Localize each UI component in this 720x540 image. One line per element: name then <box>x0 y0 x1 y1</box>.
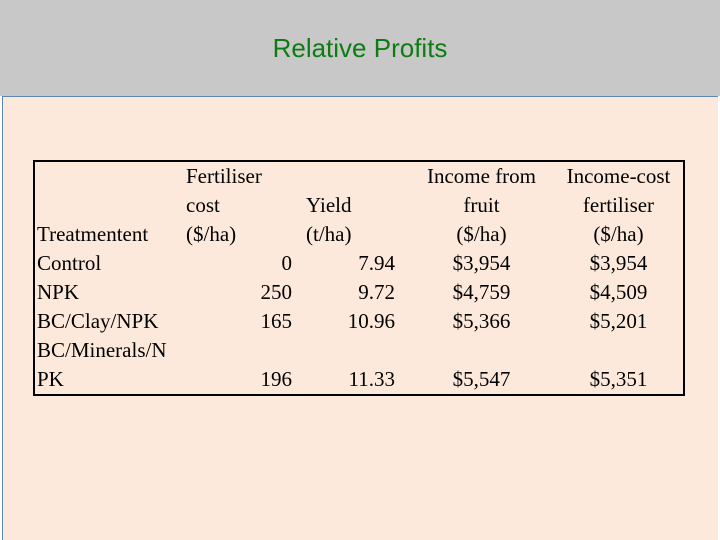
income-cost-cell: $5,351 <box>589 367 648 391</box>
income-cost-cell: $4,509 <box>589 280 648 304</box>
table-header-row-1: Fertiliser Income from Income-cost <box>34 161 684 191</box>
header-income-fruit-line-3: ($/ha) <box>456 222 507 246</box>
income-fruit-cell: $5,366 <box>452 309 511 333</box>
income-cost-cell: $5,201 <box>589 309 648 333</box>
header-income-fruit-line-1: Income from <box>426 164 537 188</box>
income-fruit-cell: $3,954 <box>452 251 511 275</box>
slide-title: Relative Profits <box>272 33 448 63</box>
yield-cell <box>304 336 409 365</box>
table-header-row-2: cost Yield fruit fertiliser <box>34 191 684 220</box>
header-income-cost-line-3: ($/ha) <box>593 222 644 246</box>
fertiliser-cost-cell: 196 <box>260 367 293 391</box>
table-row: BC/Clay/NPK 165 10.96 $5,366 $5,201 <box>34 307 684 336</box>
fertiliser-cost-cell: 250 <box>260 280 293 304</box>
header-treatment-line-1 <box>34 161 184 191</box>
header-yield-line-2: Yield <box>306 193 352 217</box>
income-fruit-cell: $4,759 <box>452 280 511 304</box>
yield-cell: 11.33 <box>348 367 395 391</box>
treatment-cell: BC/Clay/NPK <box>37 309 159 333</box>
header-income-fruit-line-2: fruit <box>463 193 500 217</box>
yield-cell: 10.96 <box>347 309 395 333</box>
table-row: Control 0 7.94 $3,954 $3,954 <box>34 249 684 278</box>
treatment-cell: PK <box>37 367 64 391</box>
yield-cell: 7.94 <box>358 251 395 275</box>
header-income-cost-line-2: fertiliser <box>582 193 655 217</box>
header-treatment-line-3: Treatmentent <box>37 222 149 246</box>
header-fertiliser-cost-line-3: ($/ha) <box>186 222 237 246</box>
title-bar: Relative Profits <box>0 0 720 96</box>
table-row: BC/Minerals/N <box>34 336 684 365</box>
header-fertiliser-cost-line-1: Fertiliser <box>186 164 262 188</box>
header-yield-line-1 <box>304 161 409 191</box>
income-fruit-cell <box>409 336 554 365</box>
treatment-cell: Control <box>37 251 102 275</box>
slide-content-area <box>2 96 718 540</box>
header-yield-line-3: (t/ha) <box>306 222 352 246</box>
header-income-cost-line-1: Income-cost <box>566 164 671 188</box>
table-row: PK 196 11.33 $5,547 $5,351 <box>34 365 684 395</box>
table-row: NPK 250 9.72 $4,759 $4,509 <box>34 278 684 307</box>
income-cost-cell <box>554 336 684 365</box>
fertiliser-cost-cell <box>184 336 304 365</box>
table-header-row-3: Treatmentent ($/ha) (t/ha) ($/ha) ($/ha) <box>34 220 684 249</box>
fertiliser-cost-cell: 0 <box>281 251 293 275</box>
income-cost-cell: $3,954 <box>589 251 648 275</box>
header-treatment-line-2 <box>34 191 184 220</box>
income-fruit-cell: $5,547 <box>452 367 511 391</box>
treatment-cell: NPK <box>37 280 80 304</box>
fertiliser-cost-cell: 165 <box>260 309 293 333</box>
header-fertiliser-cost-line-2: cost <box>186 193 220 217</box>
yield-cell: 9.72 <box>358 280 395 304</box>
treatment-cell: BC/Minerals/N <box>37 338 167 362</box>
relative-profits-table: Fertiliser Income from Income-cost cost … <box>33 160 685 396</box>
